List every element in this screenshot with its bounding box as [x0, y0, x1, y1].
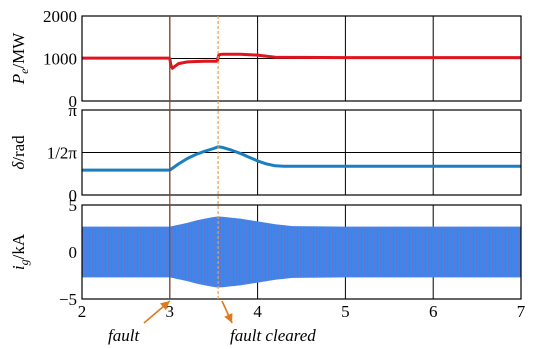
current-xtick-label: 4 — [253, 302, 262, 321]
current-ytick-label: 0 — [69, 243, 78, 262]
power-ytick-label: 1000 — [43, 50, 77, 69]
current-xtick-label: 2 — [78, 302, 87, 321]
power-ylabel: Pe/MW — [9, 32, 31, 86]
current-ytick-label: 5 — [69, 196, 78, 215]
angle-ylabel: δ/rad — [9, 135, 28, 170]
current-ytick-label: −5 — [59, 290, 77, 309]
current-xtick-label: 5 — [341, 302, 350, 321]
angle-ytick-label: π — [68, 101, 77, 120]
angle-ytick-label: 1/2π — [47, 144, 78, 163]
current-xtick-label: 6 — [429, 302, 438, 321]
current-xtick-label: 7 — [517, 302, 526, 321]
chart-annotations: fault fault cleared — [108, 301, 316, 345]
power-ytick-label: 2000 — [43, 7, 77, 26]
current-envelope-area — [82, 217, 521, 288]
angle-series-line — [82, 147, 521, 170]
current-ylabel: ig/kA — [9, 233, 31, 270]
fault-cleared-label: fault cleared — [230, 326, 316, 345]
power-series-line — [82, 54, 521, 68]
fault-label: fault — [108, 326, 140, 345]
